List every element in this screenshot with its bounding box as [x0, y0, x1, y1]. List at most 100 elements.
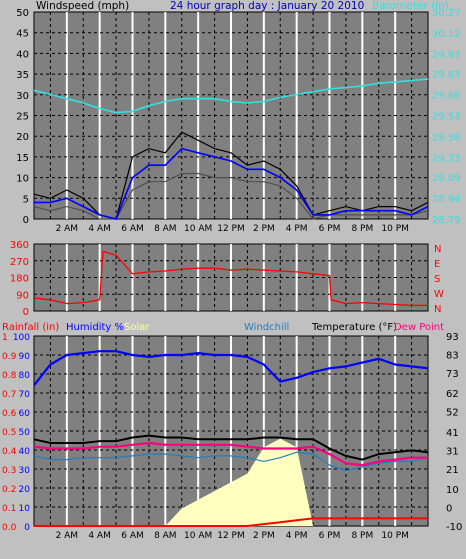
barometer-y-tick: 28.94	[432, 194, 461, 205]
barometer-y-tick: 30.27	[432, 8, 461, 19]
barometer-y-tick: 29.38	[432, 132, 461, 143]
wind-time-tick: 8 PM	[351, 224, 373, 234]
barometer-axis-title: Barometer (in)	[372, 0, 449, 12]
direction-y-tick: 0	[23, 307, 29, 318]
wind-time-tick: 2 PM	[253, 224, 275, 234]
temperature-y-tick: 52	[446, 408, 459, 419]
barometer-line	[33, 78, 429, 114]
wind-y-tick: 10	[16, 174, 29, 185]
rainfall-y-tick: 0.4	[2, 447, 17, 457]
wind-time-tick: 10 PM	[381, 224, 409, 234]
windspeed-axis-title: Windspeed (mph)	[36, 0, 129, 12]
direction-y-tick: 270	[10, 257, 29, 268]
direction-y-tick: 180	[10, 274, 29, 285]
rainfall-y-tick: 0.1	[2, 504, 16, 514]
legend-windchill: Windchill	[244, 322, 289, 333]
barometer-y-tick: 28.79	[432, 215, 461, 226]
temperature-y-tick: 93	[446, 332, 459, 343]
legend-solar: Solar	[124, 322, 150, 333]
compass-label: S	[434, 274, 440, 285]
temperature-time-tick: 8 AM	[154, 531, 177, 541]
wind-y-tick: 45	[16, 29, 29, 40]
legend-rainfall: Rainfall (in)	[2, 322, 59, 333]
humidity-y-tick: 60	[19, 409, 31, 419]
temperature-time-tick: 2 PM	[253, 531, 275, 541]
humidity-line	[33, 350, 429, 387]
barometer-y-tick: 29.83	[432, 70, 461, 81]
humidity-y-tick: 90	[19, 352, 31, 362]
wind-y-tick: 40	[16, 49, 29, 60]
wind-y-tick: 0	[23, 215, 29, 226]
humidity-y-tick: 20	[19, 485, 31, 495]
legend-temperature: Temperature (°F)	[311, 322, 397, 333]
temperature-y-tick: -10	[446, 522, 462, 533]
wind-y-tick: 15	[16, 153, 29, 164]
wind-time-tick: 2 AM	[56, 224, 79, 234]
wind-y-tick: 50	[16, 8, 29, 19]
rainfall-y-tick: 0.3	[2, 466, 16, 476]
rainfall-y-tick: 1	[2, 333, 8, 343]
compass-label: W	[434, 289, 444, 300]
barometer-y-tick: 29.53	[432, 112, 461, 123]
wind-y-tick: 30	[16, 91, 29, 102]
temperature-y-tick: 0	[446, 504, 452, 515]
rainfall-y-tick: 0.6	[2, 409, 17, 419]
dewpoint-line	[33, 441, 428, 467]
temperature-time-tick: 10 PM	[381, 531, 409, 541]
humidity-y-tick: 100	[13, 333, 30, 343]
temperature-y-tick: 41	[446, 428, 459, 439]
humidity-y-tick: 30	[19, 466, 31, 476]
humidity-y-tick: 50	[19, 428, 31, 438]
barometer-y-tick: 30.12	[432, 29, 461, 40]
wind-average-line	[34, 147, 429, 220]
temperature-y-tick: 31	[446, 446, 459, 457]
direction-y-tick: 90	[16, 290, 29, 301]
rainfall-y-tick: 0.8	[2, 371, 17, 381]
windchill-line	[33, 451, 429, 472]
barometer-y-tick: 29.09	[432, 173, 461, 184]
temperature-line	[33, 434, 429, 461]
wind-time-tick: 4 AM	[88, 224, 111, 234]
humidity-y-tick: 40	[19, 447, 31, 457]
rainfall-line	[34, 517, 428, 527]
wind-y-tick: 5	[23, 194, 29, 205]
barometer-y-tick: 29.23	[432, 153, 461, 164]
temperature-time-tick: 4 AM	[88, 531, 111, 541]
legend-dewpoint: Dew Point	[394, 322, 444, 333]
temperature-y-tick: 62	[446, 389, 459, 400]
temperature-time-tick: 6 AM	[121, 531, 144, 541]
humidity-y-tick: 80	[19, 371, 31, 381]
compass-label: N	[434, 304, 441, 315]
temperature-y-tick: 21	[446, 465, 459, 476]
wind-y-tick: 25	[16, 112, 29, 123]
barometer-y-tick: 29.68	[432, 91, 461, 102]
rainfall-y-tick: 0.2	[2, 485, 16, 495]
temperature-y-tick: 73	[446, 369, 459, 380]
humidity-y-tick: 70	[19, 390, 31, 400]
compass-label: E	[434, 259, 440, 270]
rainfall-y-tick: 0.9	[2, 352, 17, 362]
rainfall-y-tick: 0.7	[2, 390, 16, 400]
wind-time-tick: 4 PM	[286, 224, 308, 234]
graph-title: 24 hour graph day : January 20 2010	[170, 0, 364, 12]
wind-y-tick: 35	[16, 70, 29, 81]
temperature-time-tick: 10 AM	[184, 531, 212, 541]
direction-line	[33, 250, 428, 307]
solar-area	[34, 438, 428, 526]
wind-time-tick: 10 AM	[184, 224, 212, 234]
barometer-y-tick: 29.97	[432, 50, 461, 61]
rainfall-y-tick: 0.0	[2, 523, 17, 533]
wind-time-tick: 6 AM	[121, 224, 144, 234]
humidity-y-tick: 0	[24, 523, 30, 533]
temperature-time-tick: 8 PM	[351, 531, 373, 541]
temperature-time-tick: 6 PM	[319, 531, 341, 541]
temperature-time-tick: 12 PM	[217, 531, 245, 541]
temperature-y-tick: 83	[446, 350, 459, 361]
direction-y-tick: 360	[10, 240, 29, 251]
temperature-time-tick: 2 AM	[56, 531, 79, 541]
legend-humidity: Humidity %	[66, 322, 124, 333]
temperature-time-tick: 4 PM	[286, 531, 308, 541]
compass-label: N	[434, 244, 441, 255]
wind-y-tick: 20	[16, 132, 29, 143]
